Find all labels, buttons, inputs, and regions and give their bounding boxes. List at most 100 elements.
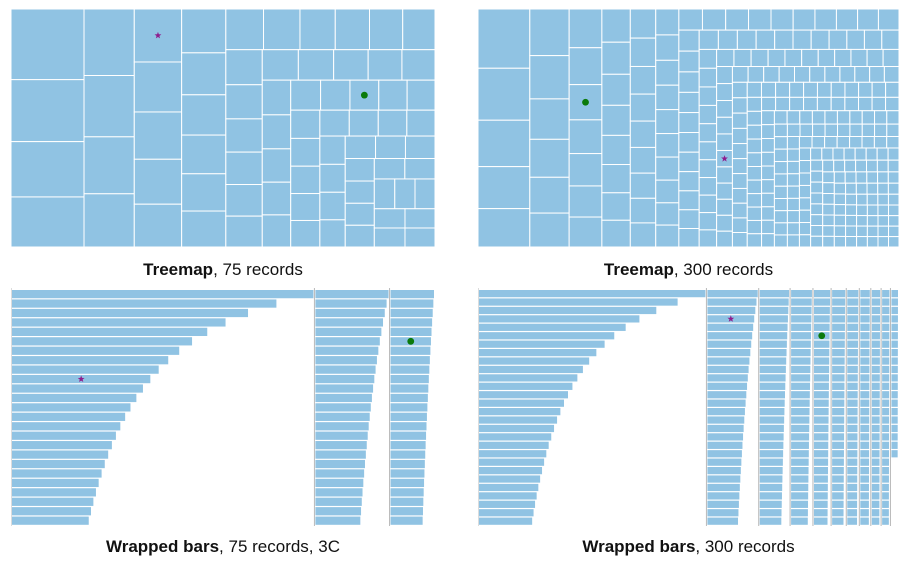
treemap-cell — [655, 84, 680, 111]
treemap-cell — [773, 110, 788, 125]
bar — [832, 416, 845, 424]
bar — [813, 357, 830, 365]
bar — [315, 478, 364, 488]
bar — [847, 408, 858, 416]
bar — [479, 357, 590, 365]
treemap-cell — [11, 9, 85, 81]
bar — [860, 349, 870, 357]
treemap-cell — [378, 79, 408, 111]
bar — [871, 290, 881, 298]
treemap-cell — [833, 159, 846, 173]
treemap-cell — [406, 109, 435, 137]
treemap-cell — [798, 147, 812, 162]
bar — [847, 475, 858, 483]
treemap-cell — [810, 235, 824, 248]
treemap-cell — [871, 96, 887, 112]
bar — [791, 408, 810, 416]
bar — [832, 298, 846, 306]
treemap-cell — [773, 210, 788, 224]
treemap-cell — [849, 136, 863, 149]
treemap-cell — [856, 193, 868, 206]
bar — [479, 365, 583, 374]
treemap-cell — [401, 49, 435, 81]
bar — [707, 382, 748, 390]
bar — [871, 467, 880, 475]
bar — [315, 374, 375, 384]
bar — [871, 323, 880, 331]
bar — [832, 408, 845, 416]
treemap-cell — [799, 110, 813, 125]
bar — [847, 424, 858, 433]
bar — [871, 391, 880, 399]
treemap-cell — [839, 66, 856, 83]
treemap-cell — [789, 96, 805, 112]
bar — [479, 408, 561, 416]
bar — [813, 323, 830, 331]
treemap-cell — [885, 81, 899, 98]
caption-rest: , 75 records — [213, 260, 303, 279]
treemap-cell — [755, 29, 776, 50]
bar — [479, 509, 534, 517]
bar — [882, 416, 890, 424]
treemap-cell — [348, 109, 379, 137]
bar — [791, 290, 812, 298]
treemap-cell — [746, 96, 763, 112]
bar — [832, 382, 845, 390]
treemap-cell — [601, 9, 631, 43]
bar — [891, 315, 898, 323]
treemap-cell — [877, 171, 889, 184]
treemap-cell — [746, 124, 763, 140]
treemap-cell — [858, 81, 873, 98]
treemap-cell — [678, 71, 700, 93]
bar — [871, 483, 880, 492]
bar — [813, 315, 830, 323]
dot-marker — [818, 332, 826, 340]
treemap-cell — [181, 94, 227, 136]
treemap-cell — [833, 204, 847, 216]
treemap-cell — [844, 159, 857, 173]
bar — [847, 483, 858, 492]
bar — [707, 408, 745, 416]
bar — [390, 516, 423, 525]
bar — [12, 318, 226, 327]
treemap-cell — [601, 219, 631, 248]
bar — [759, 332, 788, 340]
treemap-cell — [344, 135, 377, 159]
bar — [315, 450, 366, 459]
bar — [791, 450, 809, 458]
bar — [390, 356, 430, 365]
treemap-cell — [334, 9, 370, 51]
treemap-cell — [373, 158, 406, 180]
bar — [832, 492, 844, 500]
bar — [12, 346, 180, 355]
bar — [759, 408, 785, 416]
treemap-cell — [746, 81, 762, 98]
bar — [882, 483, 889, 492]
bar — [891, 408, 898, 416]
bar — [707, 492, 740, 500]
treemap-cell — [529, 176, 570, 214]
star-marker — [727, 315, 735, 322]
treemap-cell — [678, 151, 700, 173]
bar — [891, 433, 898, 441]
treemap-cell — [319, 191, 346, 221]
bar — [12, 450, 109, 459]
treemap-cell — [761, 151, 775, 167]
bar — [12, 337, 193, 346]
bar — [479, 315, 640, 323]
treemap-cell — [830, 81, 846, 98]
treemap-cell — [773, 173, 788, 187]
treemap-cell — [866, 193, 879, 206]
treemap-cell — [786, 160, 800, 175]
treemap-cell — [698, 229, 718, 248]
bar — [813, 306, 830, 315]
treemap-cell — [716, 83, 733, 102]
bar — [813, 290, 831, 298]
treemap-cell — [866, 204, 879, 217]
treemap-cell — [824, 123, 839, 137]
bar — [813, 492, 828, 500]
bar — [12, 393, 137, 403]
bar — [479, 424, 555, 433]
bar — [813, 340, 830, 348]
treemap-cell — [773, 198, 788, 212]
